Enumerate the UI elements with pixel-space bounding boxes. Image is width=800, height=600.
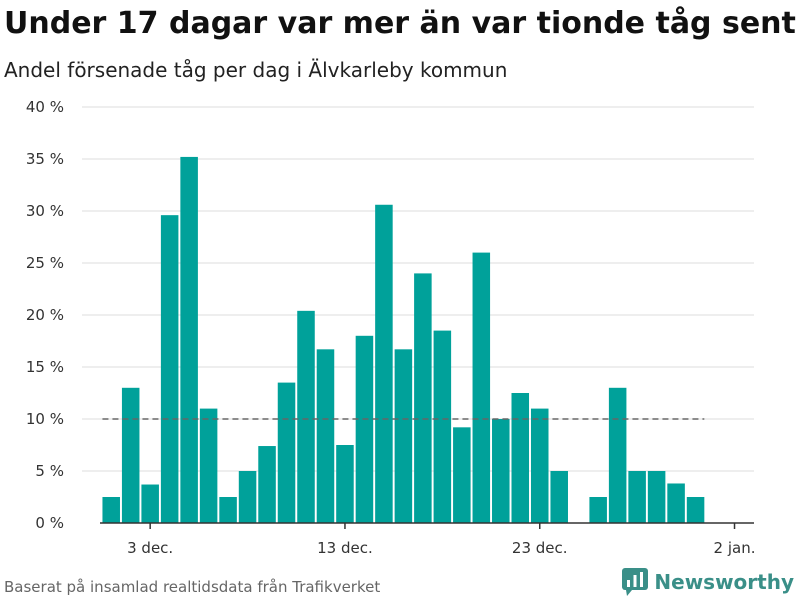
source-note: Baserat på insamlad realtidsdata från Tr… [4, 578, 381, 596]
bar [355, 335, 374, 523]
bar [686, 497, 705, 523]
y-tick-label: 30 % [26, 202, 64, 220]
x-tick-label: 13 dec. [317, 539, 373, 557]
brand-name: Newsworthy [654, 570, 794, 594]
y-tick-label: 15 % [26, 358, 64, 376]
y-axis-ticks: 0 % 5 % 10 % 15 % 20 % 25 % 30 % 35 % 40 % [26, 98, 64, 532]
bar [121, 387, 140, 523]
bar [667, 483, 685, 523]
y-tick-label: 5 % [35, 462, 64, 480]
y-tick-label: 25 % [26, 254, 64, 272]
bar [102, 497, 120, 523]
newsworthy-logo-icon [622, 568, 649, 596]
bar [550, 471, 568, 523]
y-tick-label: 35 % [26, 150, 64, 168]
bar [238, 471, 257, 523]
bar [492, 419, 510, 523]
y-tick-label: 0 % [35, 514, 64, 532]
bar [297, 310, 315, 523]
bar [608, 387, 627, 523]
bar [511, 393, 530, 523]
x-tick-label: 23 dec. [512, 539, 568, 557]
bars [102, 156, 705, 524]
x-axis: 3 dec. 13 dec. 23 dec. 2 jan. [100, 522, 756, 557]
chart-subtitle: Andel försenade tåg per dag i Älvkarleby… [4, 58, 508, 82]
y-tick-label: 10 % [26, 410, 64, 428]
bar [336, 445, 354, 523]
bar [394, 349, 413, 523]
bar [628, 471, 646, 523]
bar [647, 471, 666, 523]
brand-logo[interactable]: Newsworthy [622, 568, 794, 596]
bar [277, 382, 296, 523]
bar [453, 427, 471, 523]
bar [180, 156, 198, 524]
bar [316, 349, 335, 523]
bar [375, 204, 393, 523]
x-tick-label: 2 jan. [714, 539, 756, 557]
bar [258, 446, 276, 523]
bar [141, 484, 159, 523]
bar [199, 408, 218, 523]
chart-title: Under 17 dagar var mer än var tionde tåg… [4, 6, 796, 41]
y-tick-label: 20 % [26, 306, 64, 324]
bar [589, 497, 607, 523]
bar [414, 273, 432, 523]
bar [472, 252, 491, 523]
bar [530, 408, 549, 523]
x-tick-label: 3 dec. [127, 539, 173, 557]
bar [433, 330, 452, 523]
bar [219, 497, 237, 523]
y-tick-label: 40 % [26, 98, 64, 116]
bar [160, 215, 179, 523]
